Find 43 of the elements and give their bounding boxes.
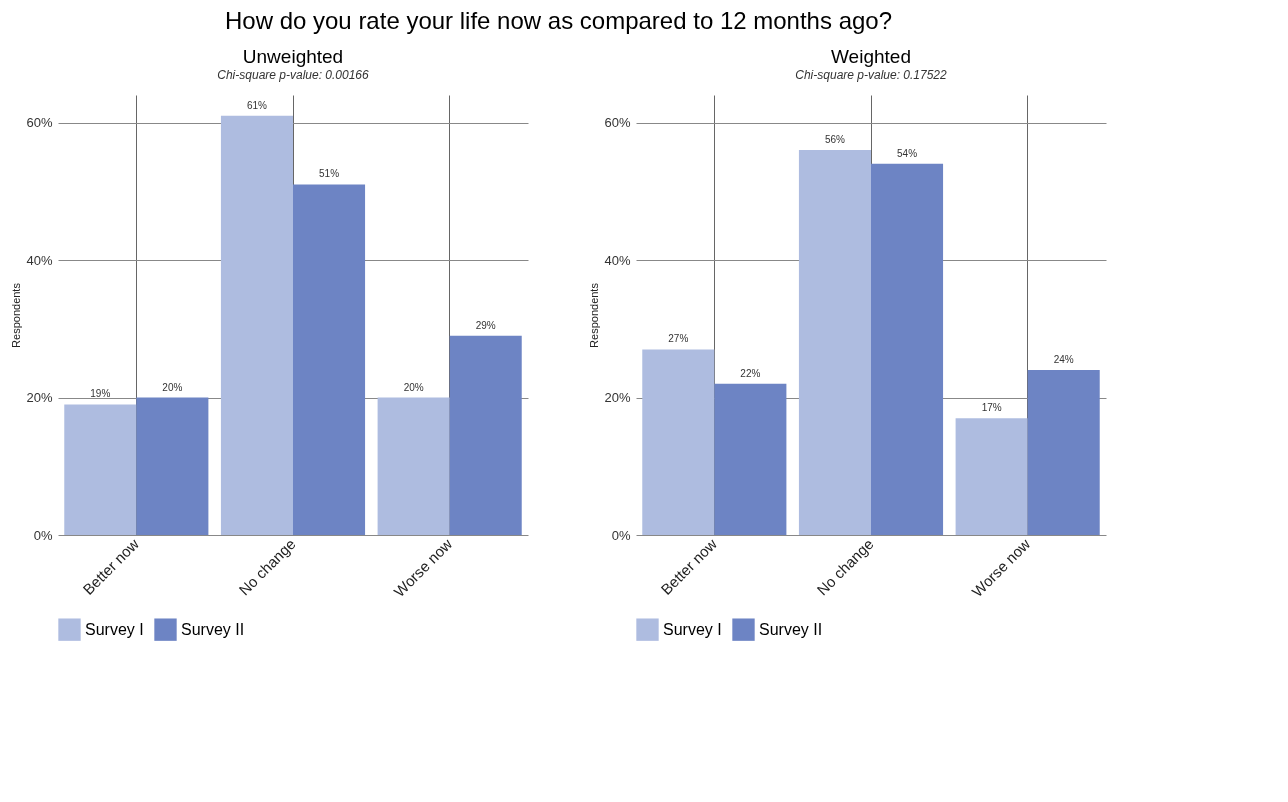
y-tick-label: 60% [604, 115, 631, 130]
y-tick-label: 60% [26, 115, 53, 130]
bar [220, 115, 293, 535]
y-axis-title: Respondents [10, 282, 23, 348]
data-label: 22% [740, 367, 761, 379]
chart-title: Weighted [831, 46, 911, 67]
data-label: 61% [246, 99, 268, 111]
bar [136, 397, 209, 535]
chart-subtitle: Chi-square p-value: 0.17522 [795, 68, 948, 82]
bar [64, 404, 137, 535]
bar [871, 163, 944, 535]
bar [1027, 370, 1100, 535]
data-label: 29% [475, 319, 496, 331]
y-tick-label: 0% [611, 527, 631, 543]
chart-subtitle: Chi-square p-value: 0.00166 [217, 68, 370, 82]
legend-label: Survey II [181, 620, 245, 638]
y-axis-title: Respondents [588, 282, 601, 348]
data-label: 56% [824, 134, 846, 145]
legend-label: Survey I [85, 620, 144, 638]
bar [293, 184, 366, 535]
legend-label: Survey II [759, 620, 823, 638]
text: How do you rate your life now as compared to 12 months ago? [224, 7, 893, 34]
y-tick-label: 20% [26, 390, 53, 405]
bar [377, 397, 450, 535]
legend-label: Survey I [663, 620, 722, 638]
bar [798, 150, 871, 535]
data-label: 19% [90, 388, 111, 400]
data-label: 17% [981, 402, 1002, 414]
y-tick-label: 0% [33, 527, 53, 543]
data-label: 27% [668, 333, 689, 345]
bar [955, 418, 1028, 535]
data-label: 24% [1053, 354, 1074, 365]
bar [642, 349, 715, 535]
data-label: 54% [897, 147, 918, 159]
data-label: 51% [319, 168, 340, 180]
data-label: 20% [403, 381, 424, 393]
y-tick-label: 20% [604, 390, 631, 405]
y-tick-label: 40% [26, 252, 53, 268]
bar [714, 383, 787, 535]
y-tick-label: 40% [604, 252, 631, 268]
bar [449, 335, 522, 535]
chart-title: Unweighted [242, 46, 344, 67]
data-label: 20% [162, 381, 183, 393]
